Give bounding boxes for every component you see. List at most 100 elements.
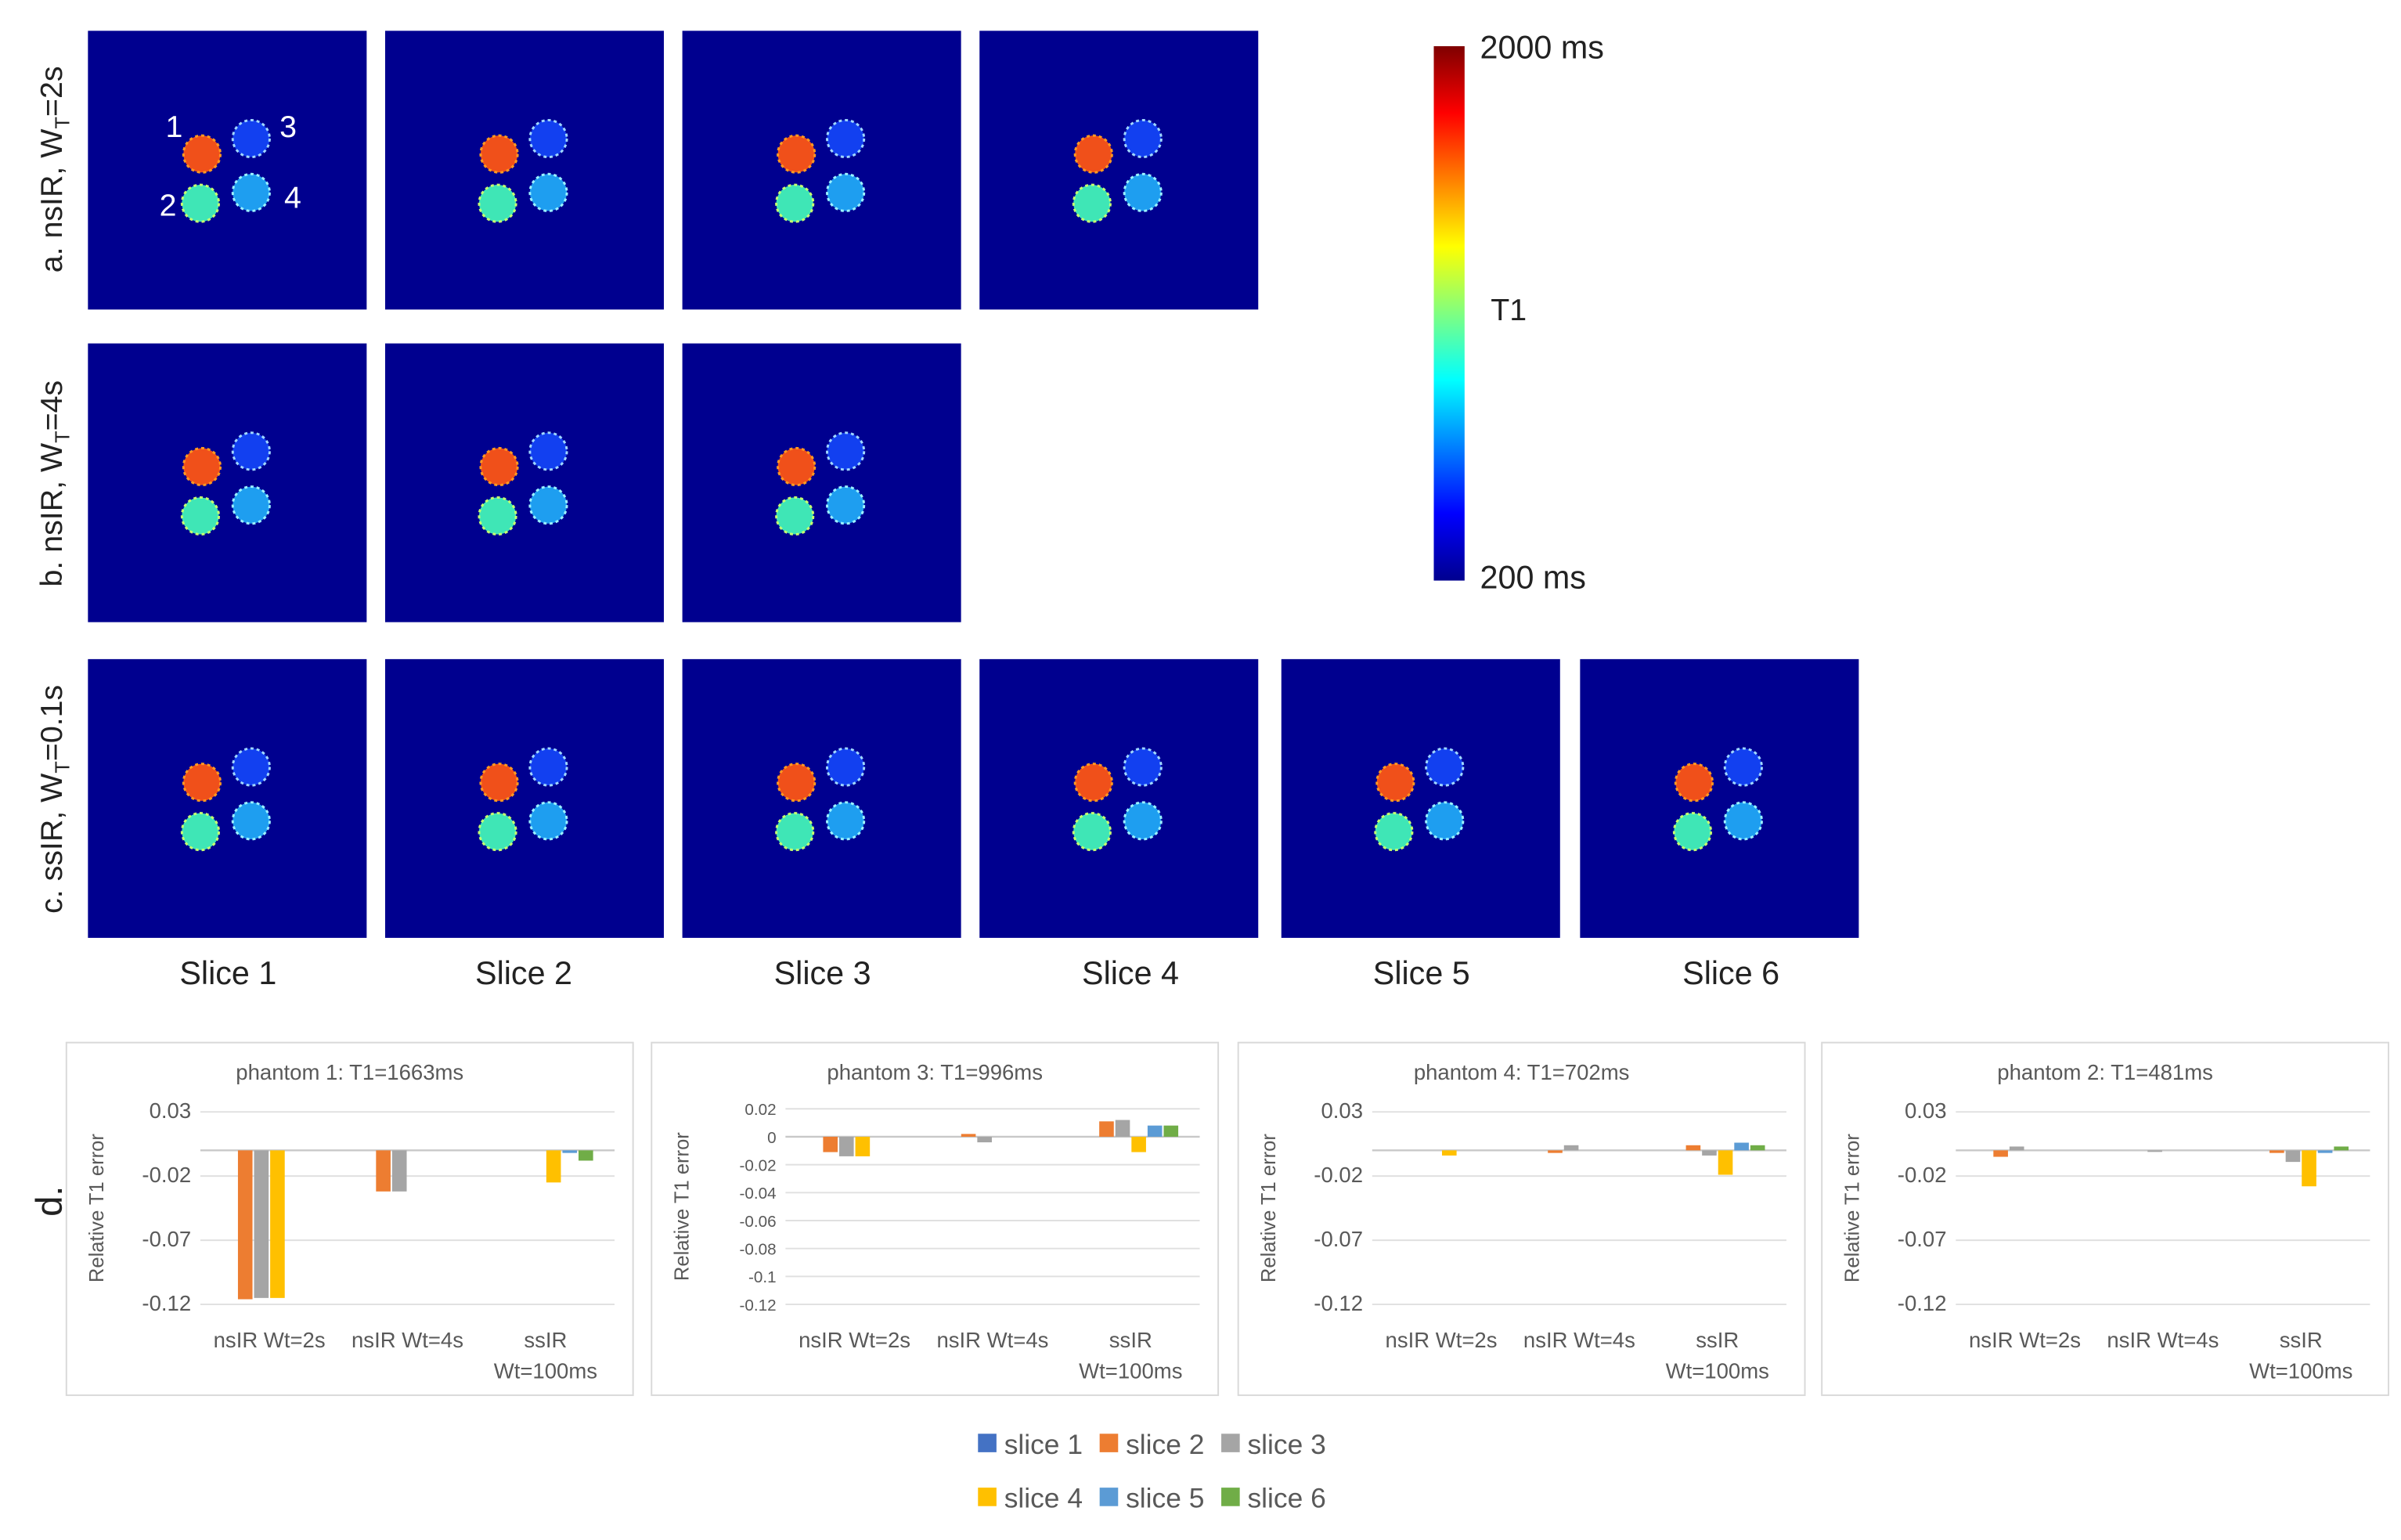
phantom-3-disk [826, 747, 866, 787]
map-tile-row3-slice5 [1281, 658, 1560, 938]
y-axis-label: Relative T1 error [1258, 1134, 1280, 1282]
slice-label-1: Slice 1 [179, 955, 276, 991]
bar-slice-5 [1734, 1142, 1749, 1151]
phantom-3-disk [826, 118, 866, 159]
bar-slice-3 [838, 1136, 854, 1156]
map-background [979, 31, 1259, 310]
legend-label-slice-1: slice 1 [1004, 1429, 1083, 1460]
chart-frame [1821, 1041, 2390, 1397]
y-tick-label: -0.02 [142, 1163, 191, 1187]
map-background [384, 343, 665, 622]
phantom-1-disk [1073, 763, 1113, 802]
x-tick-label: Wt=100ms [1079, 1358, 1182, 1383]
row-label-a: a. nsIR, WT=2s [34, 67, 74, 273]
y-tick-label: -0.04 [740, 1185, 777, 1203]
phantom-1-disk [777, 446, 817, 487]
x-tick-label: nsIR Wt=2s [214, 1328, 326, 1352]
y-tick-label: -0.07 [1898, 1227, 1947, 1251]
phantom-3-disk [1425, 747, 1465, 787]
phantom-2-disk [1072, 812, 1112, 852]
chart-1: phantom 1: T1=1663ms Relative T1 error 0.0… [65, 1041, 634, 1397]
map-background [1281, 658, 1560, 938]
bar-slice-4 [1718, 1150, 1733, 1175]
x-tick-label: nsIR Wt=4s [2107, 1328, 2219, 1352]
bar-slice-2 [1993, 1150, 2008, 1157]
x-tick-label: nsIR Wt=2s [1386, 1328, 1498, 1352]
y-tick-label: -0.08 [740, 1241, 777, 1259]
map-tile-row2-slice2 [384, 343, 665, 622]
chart-3: phantom 4: T1=702ms Relative T1 error 0.03… [1237, 1041, 1806, 1397]
map-tile-row3-slice6 [1580, 658, 1859, 938]
bar-slice-3 [1563, 1145, 1579, 1151]
chart-4: phantom 2: T1=481ms Relative T1 error 0.03… [1821, 1041, 2390, 1397]
y-tick-label: -0.12 [1898, 1291, 1947, 1315]
map-tile-row3-slice4 [979, 658, 1259, 938]
phantom-1-disk [479, 763, 519, 802]
legend-swatch-slice-1 [978, 1434, 997, 1452]
phantom-number-3: 3 [279, 110, 297, 144]
legend-swatch-slice-2 [1099, 1434, 1119, 1452]
map-background [1580, 658, 1859, 938]
t1-map-grid [88, 31, 1859, 938]
map-background [88, 343, 367, 622]
bar-slice-5 [562, 1150, 578, 1153]
phantom-2-disk [478, 812, 517, 852]
bar-slice-2 [2269, 1150, 2284, 1153]
y-tick-label: 0.03 [150, 1098, 192, 1123]
phantom-2-disk [478, 496, 517, 536]
phantom-4-disk [231, 485, 271, 525]
bar-slice-4 [855, 1136, 871, 1156]
chart-title: phantom 3: T1=996ms [827, 1060, 1043, 1084]
map-background [979, 658, 1259, 938]
phantom-4-disk [528, 172, 568, 212]
phantom-3-disk [528, 118, 568, 159]
phantom-4-disk [1123, 801, 1163, 841]
bar-slice-3 [1115, 1120, 1130, 1137]
map-tile-row3-slice1 [88, 658, 367, 938]
bar-slice-4 [546, 1150, 561, 1183]
legend-swatch-slice-3 [1221, 1434, 1240, 1452]
panel-d-label: d. [29, 1186, 70, 1217]
phantom-1-disk [182, 446, 222, 487]
y-tick-label: -0.07 [142, 1227, 191, 1251]
map-tile-row1-slice2 [384, 31, 665, 310]
y-tick-label: 0 [767, 1129, 776, 1147]
map-tile-row2-slice1 [88, 343, 367, 622]
phantom-1-disk [1073, 134, 1113, 174]
bar-slice-2 [823, 1136, 838, 1152]
phantom-4-disk [528, 801, 568, 841]
bar-slice-3 [2009, 1146, 2024, 1151]
colorbar-max-label: 2000 ms [1480, 30, 1604, 66]
x-tick-label: nsIR Wt=2s [799, 1328, 910, 1352]
chart-title: phantom 4: T1=702ms [1414, 1060, 1630, 1084]
phantom-2-disk [180, 812, 221, 852]
phantom-2-disk [180, 496, 221, 536]
x-tick-label: Wt=100ms [494, 1358, 597, 1383]
bar-slice-6 [2334, 1146, 2349, 1151]
bar-slice-4 [270, 1150, 285, 1298]
phantom-4-disk [1123, 172, 1163, 212]
colorbar [1433, 46, 1465, 581]
map-background [88, 31, 367, 310]
phantom-4-disk [1723, 801, 1763, 841]
phantom-1-disk [479, 134, 519, 174]
chart-frame [651, 1041, 1220, 1397]
y-tick-label: -0.07 [1314, 1227, 1363, 1251]
y-tick-label: -0.06 [740, 1213, 777, 1231]
bar-slice-6 [579, 1150, 593, 1161]
bar-slice-4 [1131, 1136, 1146, 1152]
y-axis-label: Relative T1 error [671, 1132, 693, 1281]
x-tick-label: nsIR Wt=2s [1969, 1328, 2081, 1352]
phantom-3-disk [528, 747, 568, 787]
phantom-1-disk [182, 134, 222, 174]
bar-slice-4 [2302, 1150, 2316, 1187]
y-tick-label: -0.12 [1314, 1291, 1363, 1315]
bar-slice-2 [1099, 1121, 1114, 1137]
map-background [88, 658, 367, 938]
bar-slice-5 [1147, 1125, 1163, 1137]
x-tick-label: Wt=100ms [1666, 1358, 1769, 1383]
colorbar-mid-label: T1 [1491, 293, 1527, 327]
phantom-4-disk [826, 485, 866, 525]
map-background [384, 31, 665, 310]
chart-title: phantom 1: T1=1663ms [236, 1060, 463, 1084]
